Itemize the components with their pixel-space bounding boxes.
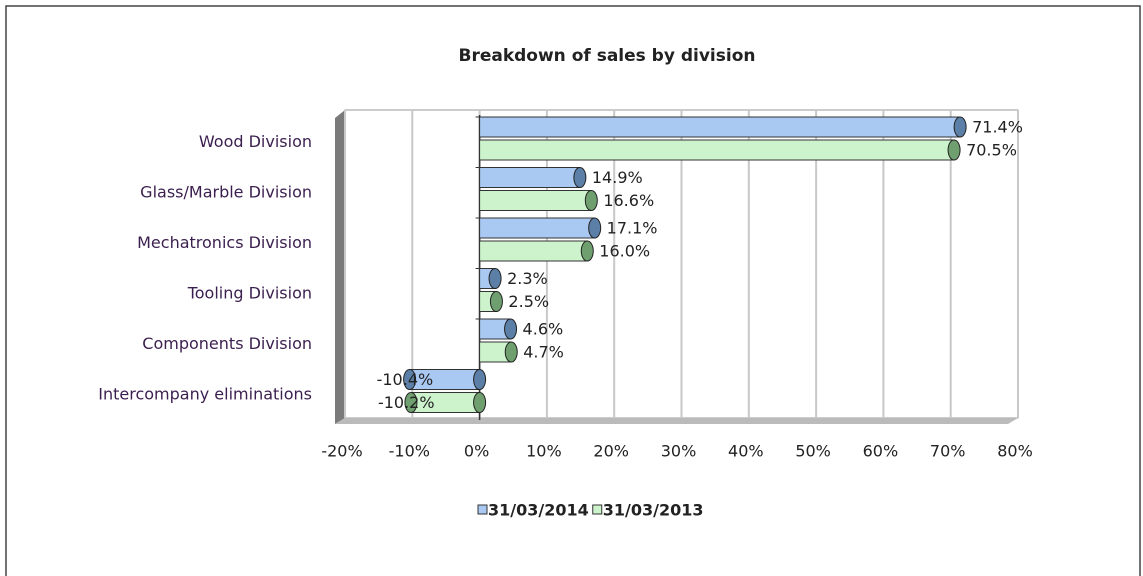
legend-label: 31/03/2014 xyxy=(488,501,589,520)
bar-cap xyxy=(953,116,967,138)
bar-cap xyxy=(489,291,503,312)
bar xyxy=(479,116,961,138)
bar-cap xyxy=(573,167,587,188)
y-tick-label: Intercompany eliminations xyxy=(98,384,312,403)
data-label: 2.5% xyxy=(508,292,549,311)
bar xyxy=(479,217,596,239)
bar-cap xyxy=(404,392,418,413)
bar-cap xyxy=(580,240,594,262)
x-tick-label: -20% xyxy=(321,442,362,461)
y-tick-label: Mechatronics Division xyxy=(137,233,312,252)
x-tick-label: 30% xyxy=(661,442,697,461)
y-tick-label: Glass/Marble Division xyxy=(140,182,312,201)
x-tick-label: 50% xyxy=(795,442,831,461)
y-tick-label: Tooling Division xyxy=(187,283,312,302)
bar xyxy=(479,240,588,262)
data-label: 70.5% xyxy=(966,141,1017,160)
bar xyxy=(479,167,581,188)
data-label: 4.6% xyxy=(523,320,564,339)
bar xyxy=(479,190,592,211)
bar xyxy=(479,139,955,161)
x-tick-label: 20% xyxy=(593,442,629,461)
data-label: 4.7% xyxy=(523,343,564,362)
y-tick-label: Components Division xyxy=(142,334,312,353)
bar-cap xyxy=(403,369,417,390)
x-tick-label: 10% xyxy=(526,442,562,461)
legend-label: 31/03/2013 xyxy=(603,501,704,520)
bar-cap xyxy=(504,318,518,340)
y-tick-label: Wood Division xyxy=(199,132,312,151)
x-tick-label: 80% xyxy=(997,442,1033,461)
bar-cap xyxy=(584,190,598,211)
data-label: -10.4% xyxy=(377,370,434,389)
floor xyxy=(335,418,1018,424)
data-label: 16.0% xyxy=(599,242,650,261)
bar-cap xyxy=(488,268,502,289)
bar-cap xyxy=(588,217,602,239)
bar-cap xyxy=(504,341,518,363)
x-tick-label: 40% xyxy=(728,442,764,461)
bar-cap xyxy=(947,139,961,161)
data-label: 17.1% xyxy=(607,219,658,238)
data-label: 71.4% xyxy=(972,118,1023,137)
bar-cap xyxy=(473,369,487,390)
data-label: 14.9% xyxy=(592,168,643,187)
legend-swatch xyxy=(477,504,488,515)
data-label: 16.6% xyxy=(603,191,654,210)
data-label: 2.3% xyxy=(507,269,548,288)
legend-swatch xyxy=(592,504,603,515)
x-tick-label: -10% xyxy=(389,442,430,461)
chart-title: Breakdown of sales by division xyxy=(458,46,755,66)
data-label: -10.2% xyxy=(378,393,435,412)
x-tick-label: 70% xyxy=(930,442,966,461)
bar-cap xyxy=(473,392,487,413)
x-tick-label: 60% xyxy=(863,442,899,461)
left-wall xyxy=(335,110,345,424)
x-tick-label: 0% xyxy=(464,442,489,461)
